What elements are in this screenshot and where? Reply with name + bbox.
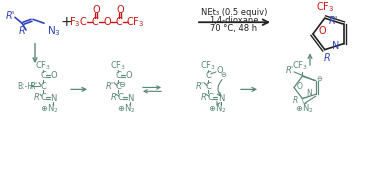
Text: O: O [297,82,303,91]
Text: N: N [306,89,311,98]
Text: C: C [40,93,46,102]
Text: R: R [293,96,298,105]
Text: F$_3$C: F$_3$C [69,15,87,29]
Text: +: + [60,15,72,29]
Text: R: R [34,93,40,102]
Text: N: N [50,94,56,103]
Text: $\ominus$: $\ominus$ [118,80,126,89]
Text: C: C [207,93,213,102]
Text: C: C [115,71,121,80]
Text: CF$_3$: CF$_3$ [126,15,144,29]
Text: C: C [205,71,211,80]
Text: O: O [217,66,223,75]
Text: 70 °C, 48 h: 70 °C, 48 h [211,24,257,33]
Text: N: N [218,94,224,103]
Text: R': R' [106,82,114,91]
Text: R: R [323,53,330,63]
Text: C: C [302,97,307,106]
Text: $\oplus$N$_2$: $\oplus$N$_2$ [295,103,313,115]
Text: C: C [116,17,122,27]
Text: CF$_3$: CF$_3$ [110,60,126,72]
Text: R': R' [30,82,38,91]
Text: R': R' [5,11,15,21]
Text: $\ominus$: $\ominus$ [220,70,228,79]
Text: N: N [127,94,133,103]
Text: O: O [92,5,100,15]
Text: CF$_3$: CF$_3$ [200,60,216,72]
Text: R': R' [286,66,294,75]
Text: C: C [115,82,121,91]
Text: C: C [91,17,98,27]
Text: 1,4-dioxane: 1,4-dioxane [209,16,259,25]
Text: NEt₃ (0.5 equiv): NEt₃ (0.5 equiv) [201,8,267,17]
Text: R': R' [196,82,204,91]
Text: C: C [117,93,123,102]
Text: $\ominus$: $\ominus$ [316,74,323,83]
Text: O: O [318,26,326,36]
Text: R: R [111,93,117,102]
Text: CF$_3$: CF$_3$ [292,60,308,72]
Text: O: O [116,5,124,15]
Text: B:-H: B:-H [17,82,33,91]
Text: R: R [201,93,207,102]
Text: N: N [332,41,339,51]
Text: C: C [40,82,46,91]
Text: $\oplus$N$_2$: $\oplus$N$_2$ [117,103,135,115]
Text: R: R [19,26,25,36]
Text: C: C [40,71,46,80]
Text: O: O [103,17,111,27]
Text: CF$_3$: CF$_3$ [35,60,51,72]
Text: $\oplus$N$_2$: $\oplus$N$_2$ [40,103,58,115]
Text: R': R' [329,16,338,26]
Text: O: O [51,71,57,80]
Text: C: C [205,82,211,91]
Text: CF$_3$: CF$_3$ [316,1,334,14]
Text: O: O [126,71,132,80]
Text: $\oplus$N$_2$: $\oplus$N$_2$ [208,103,226,115]
Text: N$_3$: N$_3$ [47,24,61,38]
